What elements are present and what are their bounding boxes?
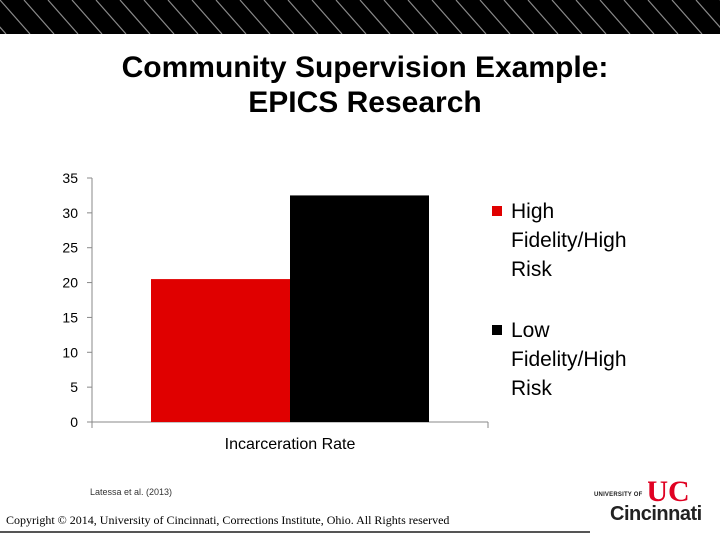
legend-label-high-fidelity: High Fidelity/High Risk bbox=[511, 200, 627, 281]
y-tick-label: 0 bbox=[70, 414, 78, 430]
y-tick-label: 20 bbox=[62, 275, 78, 291]
footer-divider bbox=[0, 531, 590, 533]
header-band-stripe bbox=[335, 0, 367, 34]
header-band-stripe bbox=[383, 0, 415, 34]
header-band-stripe bbox=[623, 0, 655, 34]
header-band-stripe bbox=[263, 0, 295, 34]
header-band-stripe bbox=[215, 0, 247, 34]
slide-title: Community Supervision Example: EPICS Res… bbox=[40, 50, 690, 120]
y-tick-label: 10 bbox=[62, 344, 78, 360]
y-tick-label: 25 bbox=[62, 240, 78, 256]
header-band-stripe bbox=[119, 0, 151, 34]
header-band-graphic bbox=[0, 0, 720, 34]
bar-chart: 0 5 10 15 20 25 30 35 Incarceration Rate bbox=[62, 170, 489, 453]
chart-legend: High Fidelity/High Risk Low Fidelity/Hig… bbox=[492, 197, 692, 403]
header-band-stripe bbox=[311, 0, 343, 34]
header-band-stripe bbox=[47, 0, 79, 34]
header-band-stripe bbox=[359, 0, 391, 34]
header-band-stripe bbox=[575, 0, 607, 34]
header-band-stripe bbox=[167, 0, 199, 34]
x-category-label: Incarceration Rate bbox=[225, 436, 356, 453]
header-band-stripe bbox=[143, 0, 175, 34]
legend-swatch-high-fidelity bbox=[492, 206, 502, 216]
legend-swatch-low-fidelity bbox=[492, 325, 502, 335]
header-band-stripe bbox=[455, 0, 487, 34]
copyright-notice: Copyright © 2014, University of Cincinna… bbox=[6, 513, 450, 527]
header-band-stripe bbox=[0, 26, 7, 34]
uc-logo-mark-icon: UC bbox=[648, 476, 688, 504]
header-band-fill bbox=[0, 0, 720, 34]
header-band-stripe bbox=[191, 0, 223, 34]
bar-high-fidelity bbox=[151, 279, 290, 422]
header-band-stripe bbox=[479, 0, 511, 34]
legend-item-low-fidelity: Low Fidelity/High Risk bbox=[492, 316, 692, 403]
header-band-stripe bbox=[647, 0, 679, 34]
header-band-stripe bbox=[431, 0, 463, 34]
logo-university-of: UNIVERSITY OF bbox=[594, 492, 643, 498]
header-band-stripe bbox=[407, 0, 439, 34]
slide-title-line-2: EPICS Research bbox=[248, 86, 482, 119]
header-band-stripe bbox=[23, 0, 55, 34]
header-band-stripe bbox=[527, 0, 559, 34]
bar-low-fidelity bbox=[290, 195, 429, 422]
legend-label-low-fidelity: Low Fidelity/High Risk bbox=[511, 319, 627, 400]
header-band-stripe bbox=[71, 0, 103, 34]
header-band-stripe bbox=[551, 0, 583, 34]
logo-cincinnati: Cincinnati bbox=[610, 503, 702, 525]
header-band-stripe bbox=[239, 0, 271, 34]
legend-item-high-fidelity: High Fidelity/High Risk bbox=[492, 197, 692, 284]
slide-title-line-1: Community Supervision Example: bbox=[121, 51, 609, 84]
header-band-stripe bbox=[695, 0, 720, 29]
y-tick-label: 5 bbox=[70, 379, 78, 395]
university-logo: UC UNIVERSITY OF Cincinnati bbox=[594, 476, 702, 526]
citation: Latessa et al. (2013) bbox=[90, 487, 173, 497]
header-band-stripe bbox=[0, 0, 31, 34]
y-tick-label: 35 bbox=[62, 170, 78, 186]
header-band-stripe bbox=[599, 0, 631, 34]
header-band-stripe bbox=[503, 0, 535, 34]
y-tick-label: 15 bbox=[62, 309, 78, 325]
header-band bbox=[0, 0, 720, 34]
header-band-stripe bbox=[671, 0, 703, 34]
y-tick-label: 30 bbox=[62, 205, 78, 221]
uc-logo-mark-text: UC bbox=[648, 476, 688, 504]
header-band-stripe bbox=[95, 0, 127, 34]
header-band-stripe bbox=[287, 0, 319, 34]
